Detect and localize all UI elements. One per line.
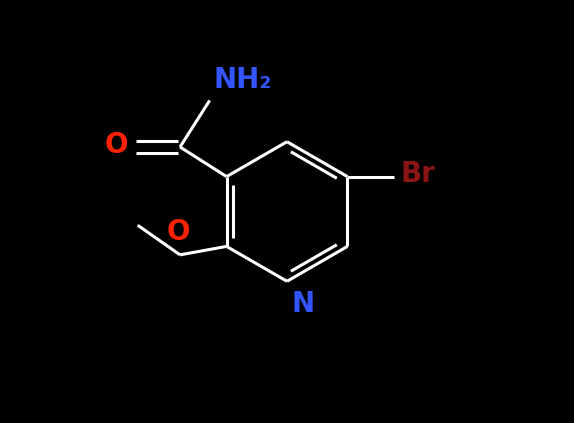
Text: NH₂: NH₂ — [214, 66, 272, 94]
Text: N: N — [291, 290, 315, 318]
Text: O: O — [105, 131, 129, 159]
Text: O: O — [166, 218, 189, 246]
Text: Br: Br — [400, 160, 435, 189]
